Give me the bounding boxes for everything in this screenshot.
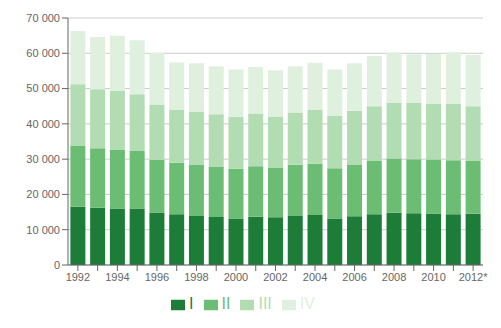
svg-text:40 000: 40 000: [26, 118, 60, 130]
svg-text:60 000: 60 000: [26, 47, 60, 59]
svg-text:1992: 1992: [66, 271, 90, 283]
svg-text:1998: 1998: [184, 271, 208, 283]
svg-text:2004: 2004: [303, 271, 327, 283]
html-text:IV: IV: [299, 295, 315, 312]
html-text:III: III: [258, 295, 272, 312]
svg-text:1996: 1996: [145, 271, 169, 283]
svg-text:1994: 1994: [105, 271, 129, 283]
svg-text:50 000: 50 000: [26, 82, 60, 94]
svg-text:0: 0: [54, 259, 60, 271]
svg-text:10 000: 10 000: [26, 224, 60, 236]
html-text:I: I: [189, 295, 194, 312]
svg-text:2000: 2000: [224, 271, 248, 283]
svg-text:2012*: 2012*: [459, 271, 488, 283]
svg-text:2008: 2008: [382, 271, 406, 283]
svg-text:20 000: 20 000: [26, 188, 60, 200]
svg-text:30 000: 30 000: [26, 153, 60, 165]
svg-text:2006: 2006: [342, 271, 366, 283]
svg-text:70 000: 70 000: [26, 12, 60, 24]
svg-text:2002: 2002: [263, 271, 287, 283]
html-text:II: II: [221, 295, 231, 312]
svg-text:2010: 2010: [421, 271, 445, 283]
